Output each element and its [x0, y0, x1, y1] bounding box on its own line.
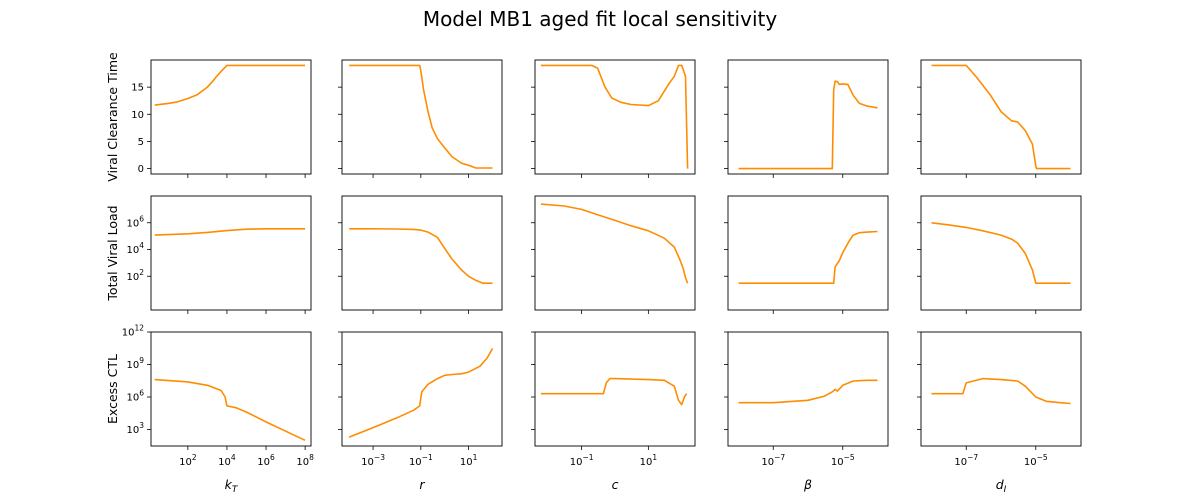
ytick-label: 10 [131, 110, 144, 121]
panel-r2-c4: 10−7 10−5 [917, 331, 1082, 468]
axes-frame [920, 59, 1082, 175]
series-line [931, 377, 1071, 405]
series-line [931, 222, 1071, 284]
ytick-label: 103 [126, 421, 144, 436]
ylabel: Excess CTL [105, 354, 120, 424]
xtick-label: 101 [640, 453, 658, 468]
series-line [738, 80, 878, 170]
series-line [738, 379, 878, 404]
axes-frame [341, 195, 503, 311]
xtick-label: 10−1 [409, 453, 433, 468]
panel-r0-c1 [338, 59, 503, 178]
series-line [154, 378, 306, 442]
axes-frame [150, 59, 312, 175]
series-line [540, 64, 689, 169]
panel-r0-c2 [531, 59, 696, 178]
xtick-label: 10−7 [954, 453, 978, 468]
xtick-label: 10−7 [761, 453, 785, 468]
xtick-label: 104 [218, 453, 236, 468]
axes-frame [150, 195, 312, 311]
panel-r1-c3 [724, 195, 889, 314]
series-line [349, 64, 493, 169]
panel-r0-c0: 0 5 10 15 [131, 59, 312, 178]
xtick-label: 108 [296, 453, 314, 468]
ytick-label: 1012 [122, 324, 145, 339]
panel-r1-c1 [338, 195, 503, 314]
panel-r1-c4 [917, 195, 1082, 314]
panel-r2-c2: 10−1 101 [531, 331, 696, 468]
xtick-label: 10−5 [831, 453, 855, 468]
ytick-label: 0 [138, 164, 144, 175]
panel-r1-c0: 102 104 106 [126, 195, 312, 314]
ylabel: Viral Clearance Time [105, 52, 120, 182]
axes-frame [341, 59, 503, 175]
panel-r0-c3 [724, 59, 889, 178]
ytick-label: 104 [126, 241, 144, 256]
axes-frame [534, 59, 696, 175]
ytick-label: 109 [126, 356, 144, 371]
axes-frame [727, 59, 889, 175]
panel-r2-c3: 10−7 10−5 [724, 331, 889, 468]
ytick-label: 102 [126, 268, 144, 283]
xtick-label: 101 [460, 453, 478, 468]
panel-grid: 0 5 10 15 Viral Clearance Time 102 104 106 Total… [105, 52, 1082, 495]
panel-r2-c1: 10−3 10−1 101 [338, 331, 503, 468]
xlabel: kT [225, 477, 239, 495]
ytick-label: 106 [126, 214, 144, 229]
xtick-label: 106 [257, 453, 275, 468]
ytick-label: 5 [138, 137, 144, 148]
panel-r2-c0: 103 106 109 1012 102 104 106 108 [122, 324, 314, 469]
xtick-label: 10−1 [570, 453, 594, 468]
axes-frame [341, 331, 503, 447]
xlabel: r [419, 477, 425, 492]
axes-frame [727, 331, 889, 447]
xlabel: c [612, 477, 619, 492]
series-line [931, 64, 1071, 170]
panel-r0-c4 [917, 59, 1082, 178]
xtick-label: 102 [179, 453, 197, 468]
axes-frame [727, 195, 889, 311]
series-line [738, 230, 878, 284]
axes-frame [534, 331, 696, 447]
ytick-label: 15 [131, 83, 144, 94]
xtick-label: 10−5 [1024, 453, 1048, 468]
series-line [349, 228, 493, 284]
panel-r1-c2 [531, 195, 696, 314]
xlabel: β [803, 477, 812, 492]
series-line [154, 64, 306, 106]
axes-frame [920, 331, 1082, 447]
series-line [540, 203, 689, 284]
ylabel: Total Viral Load [105, 205, 120, 301]
axes-frame [920, 195, 1082, 311]
axes-frame [534, 195, 696, 311]
xlabel: dI [996, 477, 1007, 495]
xtick-label: 10−3 [361, 453, 385, 468]
series-line [154, 228, 306, 236]
axes-frame [150, 331, 312, 447]
series-line [540, 377, 688, 406]
ytick-label: 106 [126, 389, 144, 404]
figure-title: Model MB1 aged fit local sensitivity [423, 7, 778, 31]
series-line [348, 348, 494, 438]
